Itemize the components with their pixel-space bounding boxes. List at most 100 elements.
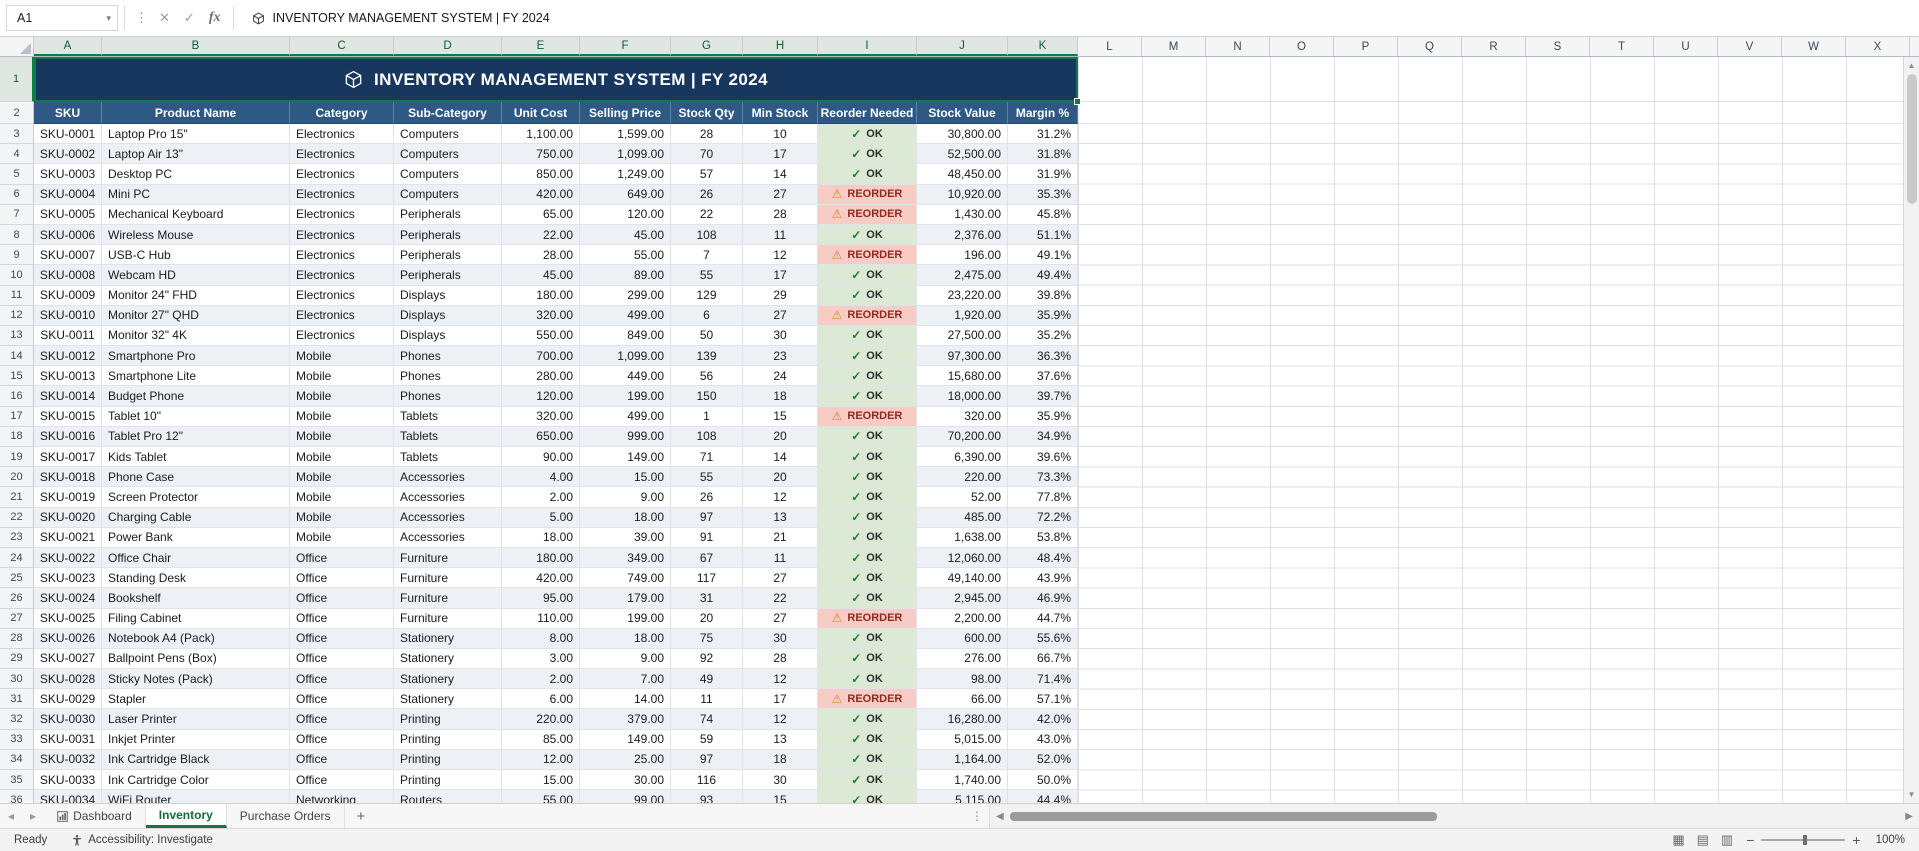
cell[interactable]: ✓ OK bbox=[818, 386, 917, 407]
cell[interactable]: Computers bbox=[394, 124, 502, 145]
row-header-17[interactable]: 17 bbox=[0, 406, 34, 427]
cell[interactable]: ⚠ REORDER bbox=[818, 689, 917, 710]
cell[interactable]: 7.00 bbox=[580, 669, 671, 690]
column-header-l[interactable]: L bbox=[1078, 37, 1142, 56]
column-header-q[interactable]: Q bbox=[1398, 37, 1462, 56]
cell[interactable]: 18.00 bbox=[502, 527, 580, 548]
column-header-c[interactable]: C bbox=[290, 37, 394, 56]
cell[interactable]: 45.00 bbox=[580, 224, 671, 246]
cell[interactable]: 72.2% bbox=[1008, 507, 1078, 528]
cell[interactable]: SKU-0033 bbox=[34, 770, 102, 791]
cell[interactable]: 108 bbox=[671, 426, 743, 447]
cell[interactable]: 10,920.00 bbox=[917, 184, 1008, 205]
cell[interactable]: Electronics bbox=[290, 164, 394, 185]
cell[interactable]: SKU-0007 bbox=[34, 245, 102, 266]
column-title[interactable]: SKU bbox=[34, 102, 102, 124]
cell[interactable]: 39.8% bbox=[1008, 285, 1078, 306]
add-sheet-button[interactable]: + bbox=[356, 807, 366, 825]
cell[interactable]: 849.00 bbox=[580, 325, 671, 347]
sheet-nav-left-icon[interactable]: ◂ bbox=[8, 809, 15, 823]
cell[interactable]: Office bbox=[290, 689, 394, 710]
cell[interactable]: 12.00 bbox=[502, 749, 580, 770]
cell[interactable]: SKU-0022 bbox=[34, 547, 102, 569]
row-header-20[interactable]: 20 bbox=[0, 467, 34, 488]
cell[interactable]: 74 bbox=[671, 709, 743, 730]
cell[interactable]: 180.00 bbox=[502, 285, 580, 306]
cell[interactable]: SKU-0009 bbox=[34, 285, 102, 306]
cell[interactable]: 20 bbox=[671, 608, 743, 629]
cell[interactable]: 179.00 bbox=[580, 588, 671, 609]
title-merged-cell[interactable]: INVENTORY MANAGEMENT SYSTEM | FY 2024 bbox=[34, 57, 1081, 105]
cell[interactable]: Screen Protector bbox=[102, 487, 290, 508]
cell[interactable]: SKU-0006 bbox=[34, 224, 102, 246]
zoom-slider[interactable] bbox=[1761, 835, 1846, 845]
cell[interactable]: ✓ OK bbox=[818, 547, 917, 569]
cell[interactable]: 43.9% bbox=[1008, 568, 1078, 589]
cell[interactable]: 17 bbox=[743, 689, 818, 710]
column-header-o[interactable]: O bbox=[1270, 37, 1334, 56]
cell[interactable]: ⚠ REORDER bbox=[818, 406, 917, 427]
row-header-15[interactable]: 15 bbox=[0, 366, 34, 387]
cell[interactable]: 18.00 bbox=[580, 628, 671, 649]
cell[interactable]: SKU-0018 bbox=[34, 467, 102, 488]
cell[interactable]: 52.0% bbox=[1008, 749, 1078, 770]
horizontal-scroll-track[interactable] bbox=[1009, 811, 1900, 822]
cell[interactable]: Furniture bbox=[394, 568, 502, 589]
cell[interactable]: 43.0% bbox=[1008, 729, 1078, 750]
cell[interactable]: 48.4% bbox=[1008, 547, 1078, 569]
cell[interactable]: 280.00 bbox=[502, 366, 580, 387]
cell[interactable]: 1,740.00 bbox=[917, 770, 1008, 791]
cell[interactable]: 49 bbox=[671, 669, 743, 690]
cell[interactable]: ⚠ REORDER bbox=[818, 204, 917, 225]
cell[interactable]: SKU-0026 bbox=[34, 628, 102, 649]
cell[interactable]: SKU-0012 bbox=[34, 346, 102, 367]
cell[interactable]: 180.00 bbox=[502, 547, 580, 569]
cell[interactable]: Displays bbox=[394, 325, 502, 347]
cell[interactable]: 98.00 bbox=[917, 669, 1008, 690]
cell[interactable]: 85.00 bbox=[502, 729, 580, 750]
row-header-8[interactable]: 8 bbox=[0, 224, 34, 246]
row-header-12[interactable]: 12 bbox=[0, 305, 34, 326]
column-header-a[interactable]: A bbox=[34, 37, 102, 56]
cell[interactable]: Stationery bbox=[394, 628, 502, 649]
cell[interactable]: 27,500.00 bbox=[917, 325, 1008, 347]
cell[interactable]: 349.00 bbox=[580, 547, 671, 569]
cell[interactable]: 10 bbox=[743, 124, 818, 145]
cell[interactable]: Accessories bbox=[394, 487, 502, 508]
column-header-h[interactable]: H bbox=[743, 37, 818, 56]
cell[interactable]: Phones bbox=[394, 366, 502, 387]
cell[interactable]: 1,430.00 bbox=[917, 204, 1008, 225]
cell[interactable]: 12 bbox=[743, 487, 818, 508]
cell[interactable]: Computers bbox=[394, 144, 502, 165]
cell[interactable]: 48,450.00 bbox=[917, 164, 1008, 185]
cell[interactable]: Networking bbox=[290, 790, 394, 803]
cell[interactable]: 27 bbox=[743, 608, 818, 629]
cell[interactable]: Peripherals bbox=[394, 265, 502, 286]
cell[interactable]: SKU-0015 bbox=[34, 406, 102, 427]
cell[interactable]: Mobile bbox=[290, 507, 394, 528]
cell[interactable]: Power Bank bbox=[102, 527, 290, 548]
cell[interactable]: 3.00 bbox=[502, 648, 580, 670]
cell[interactable]: 77.8% bbox=[1008, 487, 1078, 508]
cell[interactable]: Mobile bbox=[290, 366, 394, 387]
cell[interactable]: Office bbox=[290, 588, 394, 609]
column-header-i[interactable]: I bbox=[818, 37, 917, 56]
cell[interactable]: Phones bbox=[394, 386, 502, 407]
cell[interactable]: Smartphone Pro bbox=[102, 346, 290, 367]
cell[interactable]: 45.00 bbox=[502, 265, 580, 286]
cell[interactable]: 12,060.00 bbox=[917, 547, 1008, 569]
cell[interactable]: 600.00 bbox=[917, 628, 1008, 649]
cell[interactable]: 15 bbox=[743, 406, 818, 427]
cell[interactable]: Stationery bbox=[394, 648, 502, 670]
kebab-icon[interactable]: ⋮ bbox=[971, 809, 983, 823]
cell[interactable]: SKU-0008 bbox=[34, 265, 102, 286]
cell[interactable]: 199.00 bbox=[580, 386, 671, 407]
cell[interactable]: 67 bbox=[671, 547, 743, 569]
cell[interactable]: 1,164.00 bbox=[917, 749, 1008, 770]
cell[interactable]: Ink Cartridge Color bbox=[102, 770, 290, 791]
cell[interactable]: 116 bbox=[671, 770, 743, 791]
cell[interactable]: 30,800.00 bbox=[917, 124, 1008, 145]
cell[interactable]: Electronics bbox=[290, 124, 394, 145]
cell[interactable]: 550.00 bbox=[502, 325, 580, 347]
cell[interactable]: Electronics bbox=[290, 204, 394, 225]
